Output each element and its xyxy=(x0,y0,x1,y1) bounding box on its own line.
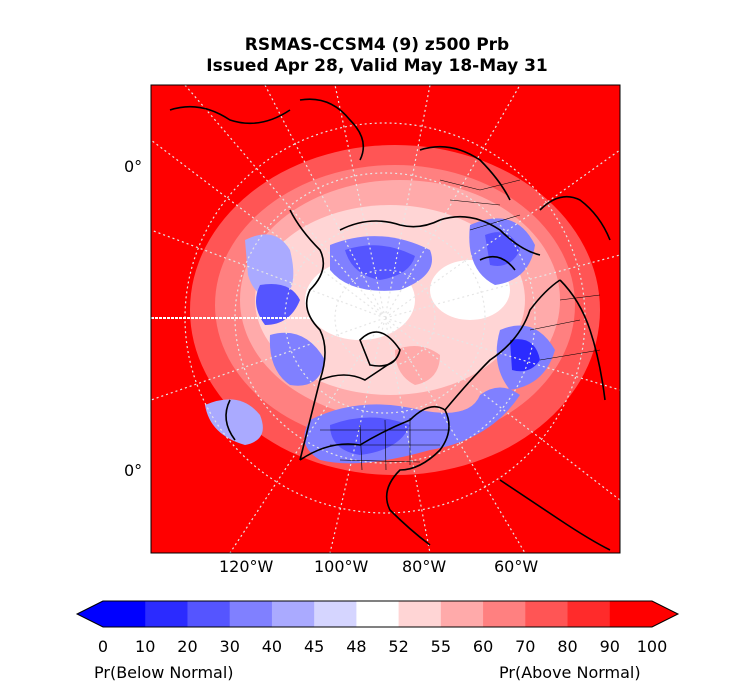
probability-shading xyxy=(190,145,600,475)
colorbar-segment xyxy=(103,601,146,627)
colorbar-segment xyxy=(187,601,231,627)
colorbar-outline xyxy=(75,600,680,628)
colorbar-label-below: Pr(Below Normal) xyxy=(94,663,234,682)
colorbar-tick-label: 30 xyxy=(219,637,240,656)
colorbar-tick-label: 48 xyxy=(346,637,367,656)
colorbar-tick-label: 52 xyxy=(388,637,409,656)
colorbar-segment xyxy=(398,601,442,627)
colorbar-segment xyxy=(356,601,400,627)
colorbar-tick-label: 60 xyxy=(472,637,494,656)
colorbar xyxy=(75,600,680,628)
colorbar-tick-label: 90 xyxy=(599,637,620,656)
lat-label-upper: 0° xyxy=(124,157,143,176)
colorbar-tick-label: 20 xyxy=(177,637,198,656)
colorbar-tick-label: 100 xyxy=(636,637,668,656)
colorbar-segments xyxy=(103,601,653,627)
colorbar-segment xyxy=(483,601,526,627)
colorbar-segment xyxy=(525,601,569,627)
colorbar-segment xyxy=(567,601,611,627)
colorbar-segment xyxy=(609,601,653,627)
lat-label-lower: 0° xyxy=(124,461,143,480)
colorbar-tick-label: 70 xyxy=(515,637,536,656)
colorbar-tick-label: 40 xyxy=(261,637,283,656)
colorbar-segment xyxy=(229,601,273,627)
colorbar-extend-low xyxy=(77,601,103,627)
colorbar-extend-high xyxy=(652,601,678,627)
colorbar-segment xyxy=(145,601,188,627)
political-borders xyxy=(320,179,601,471)
map-area xyxy=(151,85,620,553)
colorbar-tick-label: 80 xyxy=(557,637,578,656)
chart-title-line2: Issued Apr 28, Valid May 18-May 31 xyxy=(206,56,548,76)
lon-label-100w: 100°W xyxy=(314,557,369,576)
colorbar-segment xyxy=(271,601,315,627)
colorbar-tick-label: 55 xyxy=(430,637,452,656)
colorbar-segment xyxy=(440,601,484,627)
lon-label-120w: 120°W xyxy=(219,557,274,576)
colorbar-tick-label: 0 xyxy=(97,637,109,656)
lon-label-60w: 60°W xyxy=(494,557,539,576)
colorbar-tick-label: 10 xyxy=(135,637,156,656)
colorbar-label-above: Pr(Above Normal) xyxy=(499,663,641,682)
chart-title-line1: RSMAS-CCSM4 (9) z500 Prb xyxy=(244,35,510,55)
colorbar-segment xyxy=(314,601,357,627)
map-frame xyxy=(150,84,621,554)
colorbar-tick-label: 45 xyxy=(303,637,325,656)
coastlines xyxy=(169,98,611,551)
lon-label-80w: 80°W xyxy=(402,557,447,576)
